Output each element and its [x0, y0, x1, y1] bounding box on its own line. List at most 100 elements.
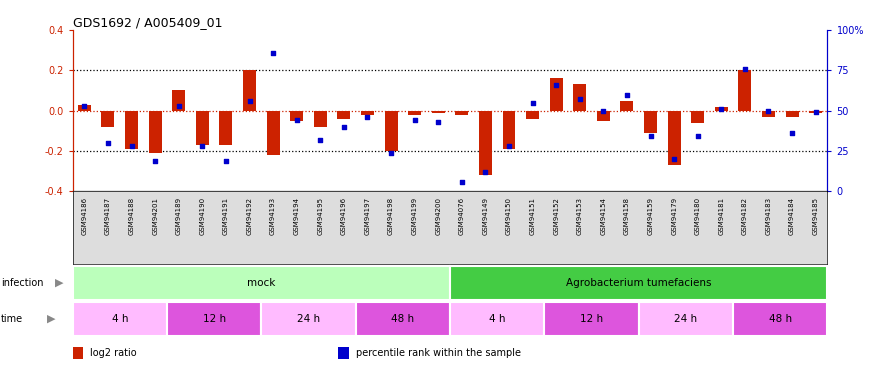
Text: GSM94185: GSM94185 [812, 197, 819, 235]
Bar [550, 78, 563, 111]
Bar [78, 105, 91, 111]
Text: GSM94201: GSM94201 [152, 197, 158, 235]
Text: GSM94183: GSM94183 [766, 197, 772, 235]
Text: GSM94154: GSM94154 [600, 197, 606, 235]
Bar [738, 70, 751, 111]
Text: GSM94199: GSM94199 [412, 197, 418, 235]
Bar [639, 302, 733, 336]
Point [667, 156, 681, 162]
Text: Agrobacterium tumefaciens: Agrobacterium tumefaciens [566, 278, 712, 288]
Point [573, 96, 587, 102]
Text: GSM94180: GSM94180 [695, 197, 701, 235]
Text: GSM94195: GSM94195 [318, 197, 323, 235]
Point [738, 66, 752, 72]
Point [455, 178, 469, 184]
Bar [479, 111, 492, 175]
Point [125, 143, 139, 149]
Bar [356, 302, 450, 336]
Bar [596, 111, 610, 121]
Text: GSM94076: GSM94076 [458, 197, 465, 235]
Bar [455, 111, 468, 115]
Bar [73, 266, 450, 300]
Point [242, 98, 257, 104]
Text: GSM94179: GSM94179 [671, 197, 677, 235]
Bar [544, 302, 639, 336]
Text: GSM94158: GSM94158 [624, 197, 630, 235]
Text: GSM94153: GSM94153 [577, 197, 582, 235]
Text: GSM94194: GSM94194 [294, 197, 300, 235]
Text: GSM94190: GSM94190 [199, 197, 205, 235]
Point [596, 108, 611, 114]
Text: GSM94151: GSM94151 [529, 197, 535, 235]
Text: GSM94189: GSM94189 [176, 197, 181, 235]
Point [526, 100, 540, 106]
Point [289, 117, 304, 123]
Bar [73, 302, 167, 336]
Bar [526, 111, 539, 118]
Bar [762, 111, 775, 117]
Text: GSM94197: GSM94197 [365, 197, 371, 235]
Bar [667, 111, 681, 165]
Point [148, 158, 162, 164]
Text: GSM94193: GSM94193 [270, 197, 276, 235]
Bar [450, 302, 544, 336]
Text: GSM94200: GSM94200 [435, 197, 442, 235]
Text: mock: mock [247, 278, 275, 288]
Text: GSM94149: GSM94149 [482, 197, 489, 235]
Bar [361, 111, 374, 115]
Bar [173, 90, 185, 111]
Bar [503, 111, 515, 149]
Point [620, 92, 634, 98]
Point [266, 50, 281, 55]
Bar [290, 111, 304, 121]
Text: ▶: ▶ [47, 314, 56, 324]
Text: time: time [1, 314, 23, 324]
Bar [243, 70, 256, 111]
Bar [266, 111, 280, 155]
Bar [149, 111, 162, 153]
Text: GSM94159: GSM94159 [648, 197, 653, 235]
Point [478, 169, 492, 175]
Text: GSM94187: GSM94187 [105, 197, 111, 235]
Text: GSM94198: GSM94198 [388, 197, 394, 235]
Bar [219, 111, 233, 145]
Text: log2 ratio: log2 ratio [90, 348, 137, 358]
Text: 4 h: 4 h [112, 314, 128, 324]
Bar [573, 84, 586, 111]
Text: GDS1692 / A005409_01: GDS1692 / A005409_01 [73, 16, 222, 29]
Point [172, 103, 186, 109]
Text: 12 h: 12 h [203, 314, 226, 324]
Point [809, 109, 823, 115]
Text: 48 h: 48 h [769, 314, 792, 324]
Bar [809, 111, 822, 112]
Text: 48 h: 48 h [391, 314, 414, 324]
Bar [261, 302, 356, 336]
Point [313, 136, 327, 142]
Bar [691, 111, 704, 123]
Point [360, 114, 374, 120]
Point [785, 130, 799, 136]
Bar [337, 111, 350, 118]
Text: percentile rank within the sample: percentile rank within the sample [356, 348, 520, 358]
Bar [385, 111, 397, 151]
Bar [620, 100, 634, 111]
Text: GSM94196: GSM94196 [341, 197, 347, 235]
Bar [786, 111, 798, 117]
Bar [644, 111, 657, 133]
Point [196, 143, 210, 149]
Point [714, 106, 728, 112]
Bar [167, 302, 261, 336]
Bar [125, 111, 138, 149]
Point [549, 82, 563, 88]
Point [408, 117, 422, 123]
Text: GSM94191: GSM94191 [223, 197, 229, 235]
Point [690, 134, 704, 140]
Text: GSM94152: GSM94152 [553, 197, 559, 235]
Text: GSM94186: GSM94186 [81, 197, 88, 235]
Point [643, 134, 658, 140]
Point [431, 119, 445, 125]
Point [219, 158, 233, 164]
Text: ▶: ▶ [55, 278, 64, 288]
Point [502, 143, 516, 149]
Bar [733, 302, 827, 336]
